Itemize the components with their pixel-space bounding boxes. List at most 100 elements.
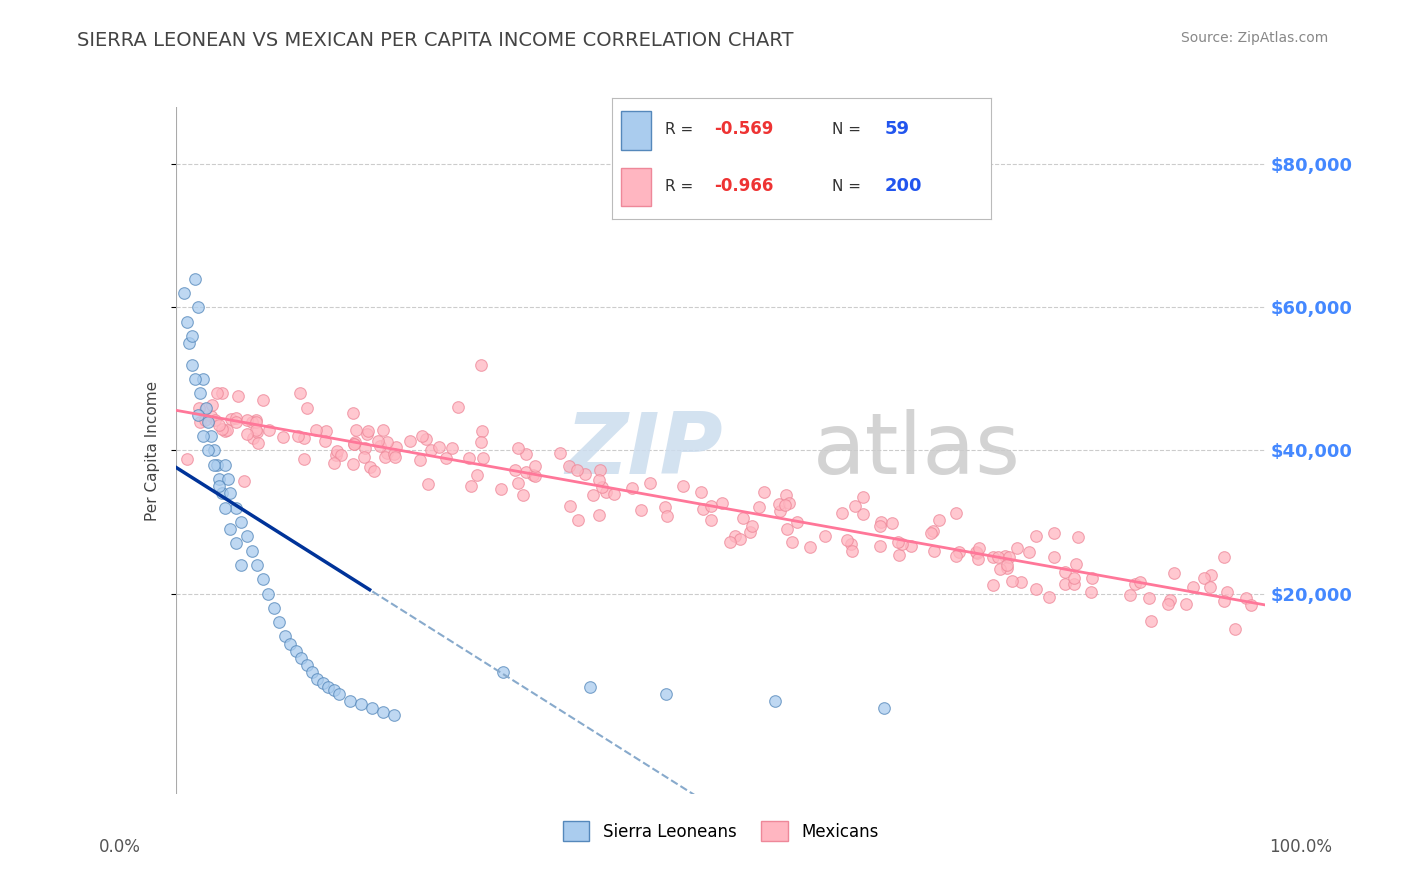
Point	[415, 432, 437, 446]
Point	[1018, 544, 1040, 558]
Point	[900, 539, 922, 553]
Point	[361, 701, 384, 715]
Point	[574, 467, 596, 482]
Point	[458, 450, 481, 465]
Point	[768, 497, 790, 511]
Text: 59: 59	[884, 120, 910, 138]
Point	[186, 408, 209, 422]
Point	[214, 458, 236, 472]
Point	[654, 500, 676, 514]
Point	[252, 572, 274, 586]
Point	[375, 435, 398, 450]
Point	[711, 496, 734, 510]
Point	[690, 484, 713, 499]
Point	[589, 463, 612, 477]
Legend: Sierra Leoneans, Mexicans: Sierra Leoneans, Mexicans	[555, 814, 886, 847]
Point	[188, 415, 211, 429]
Point	[470, 424, 492, 438]
Point	[219, 412, 242, 426]
Point	[1201, 567, 1223, 582]
Point	[672, 479, 695, 493]
Text: ZIP: ZIP	[565, 409, 723, 492]
Point	[200, 398, 222, 412]
Point	[385, 440, 408, 454]
Point	[579, 680, 602, 694]
Point	[880, 516, 903, 531]
Point	[465, 468, 488, 483]
Point	[217, 472, 239, 486]
Point	[492, 665, 515, 680]
Point	[427, 440, 450, 454]
Point	[215, 423, 238, 437]
Point	[786, 515, 808, 529]
Point	[208, 472, 231, 486]
Point	[588, 508, 610, 522]
Point	[295, 401, 318, 415]
Point	[188, 401, 211, 416]
Point	[370, 438, 392, 452]
Point	[252, 393, 274, 408]
Point	[184, 271, 207, 285]
Point	[200, 429, 222, 443]
Point	[419, 443, 441, 458]
Point	[343, 437, 366, 451]
Point	[290, 651, 312, 665]
Text: -0.569: -0.569	[714, 120, 773, 138]
Point	[257, 423, 280, 437]
Point	[1063, 577, 1085, 591]
Point	[344, 435, 367, 450]
Point	[204, 413, 226, 427]
Point	[748, 500, 770, 514]
Point	[1139, 614, 1161, 628]
Point	[780, 535, 803, 549]
Point	[503, 463, 526, 477]
Point	[1063, 571, 1085, 585]
Point	[835, 533, 858, 547]
Point	[214, 500, 236, 515]
Text: 200: 200	[884, 177, 922, 195]
Point	[945, 507, 967, 521]
Point	[188, 386, 211, 401]
Point	[269, 615, 291, 630]
Text: N =: N =	[832, 122, 866, 137]
Point	[998, 550, 1021, 565]
Point	[470, 435, 492, 450]
Point	[778, 496, 800, 510]
Point	[440, 441, 463, 455]
Point	[434, 450, 457, 465]
Point	[489, 483, 512, 497]
Point	[508, 441, 530, 455]
Point	[966, 545, 988, 559]
Point	[869, 539, 891, 553]
Point	[200, 409, 222, 423]
Point	[1156, 597, 1178, 611]
Point	[295, 658, 318, 673]
Text: Source: ZipAtlas.com: Source: ZipAtlas.com	[1181, 31, 1329, 45]
Point	[225, 415, 247, 429]
Point	[205, 458, 228, 472]
Point	[263, 600, 285, 615]
Point	[373, 423, 395, 437]
Point	[921, 524, 943, 539]
Point	[588, 473, 610, 487]
Point	[245, 423, 267, 437]
Point	[638, 476, 661, 491]
Point	[741, 519, 763, 533]
Point	[948, 545, 970, 559]
Point	[278, 637, 301, 651]
Point	[814, 529, 837, 543]
Point	[1025, 582, 1047, 596]
Point	[1010, 575, 1032, 590]
Point	[314, 434, 336, 448]
Point	[512, 488, 534, 502]
Point	[191, 372, 214, 386]
Point	[176, 451, 198, 466]
Point	[301, 665, 323, 680]
Point	[194, 413, 217, 427]
Point	[967, 541, 990, 556]
Point	[214, 424, 236, 438]
Point	[184, 372, 207, 386]
Point	[219, 486, 242, 500]
Point	[558, 499, 581, 513]
Point	[225, 500, 247, 515]
